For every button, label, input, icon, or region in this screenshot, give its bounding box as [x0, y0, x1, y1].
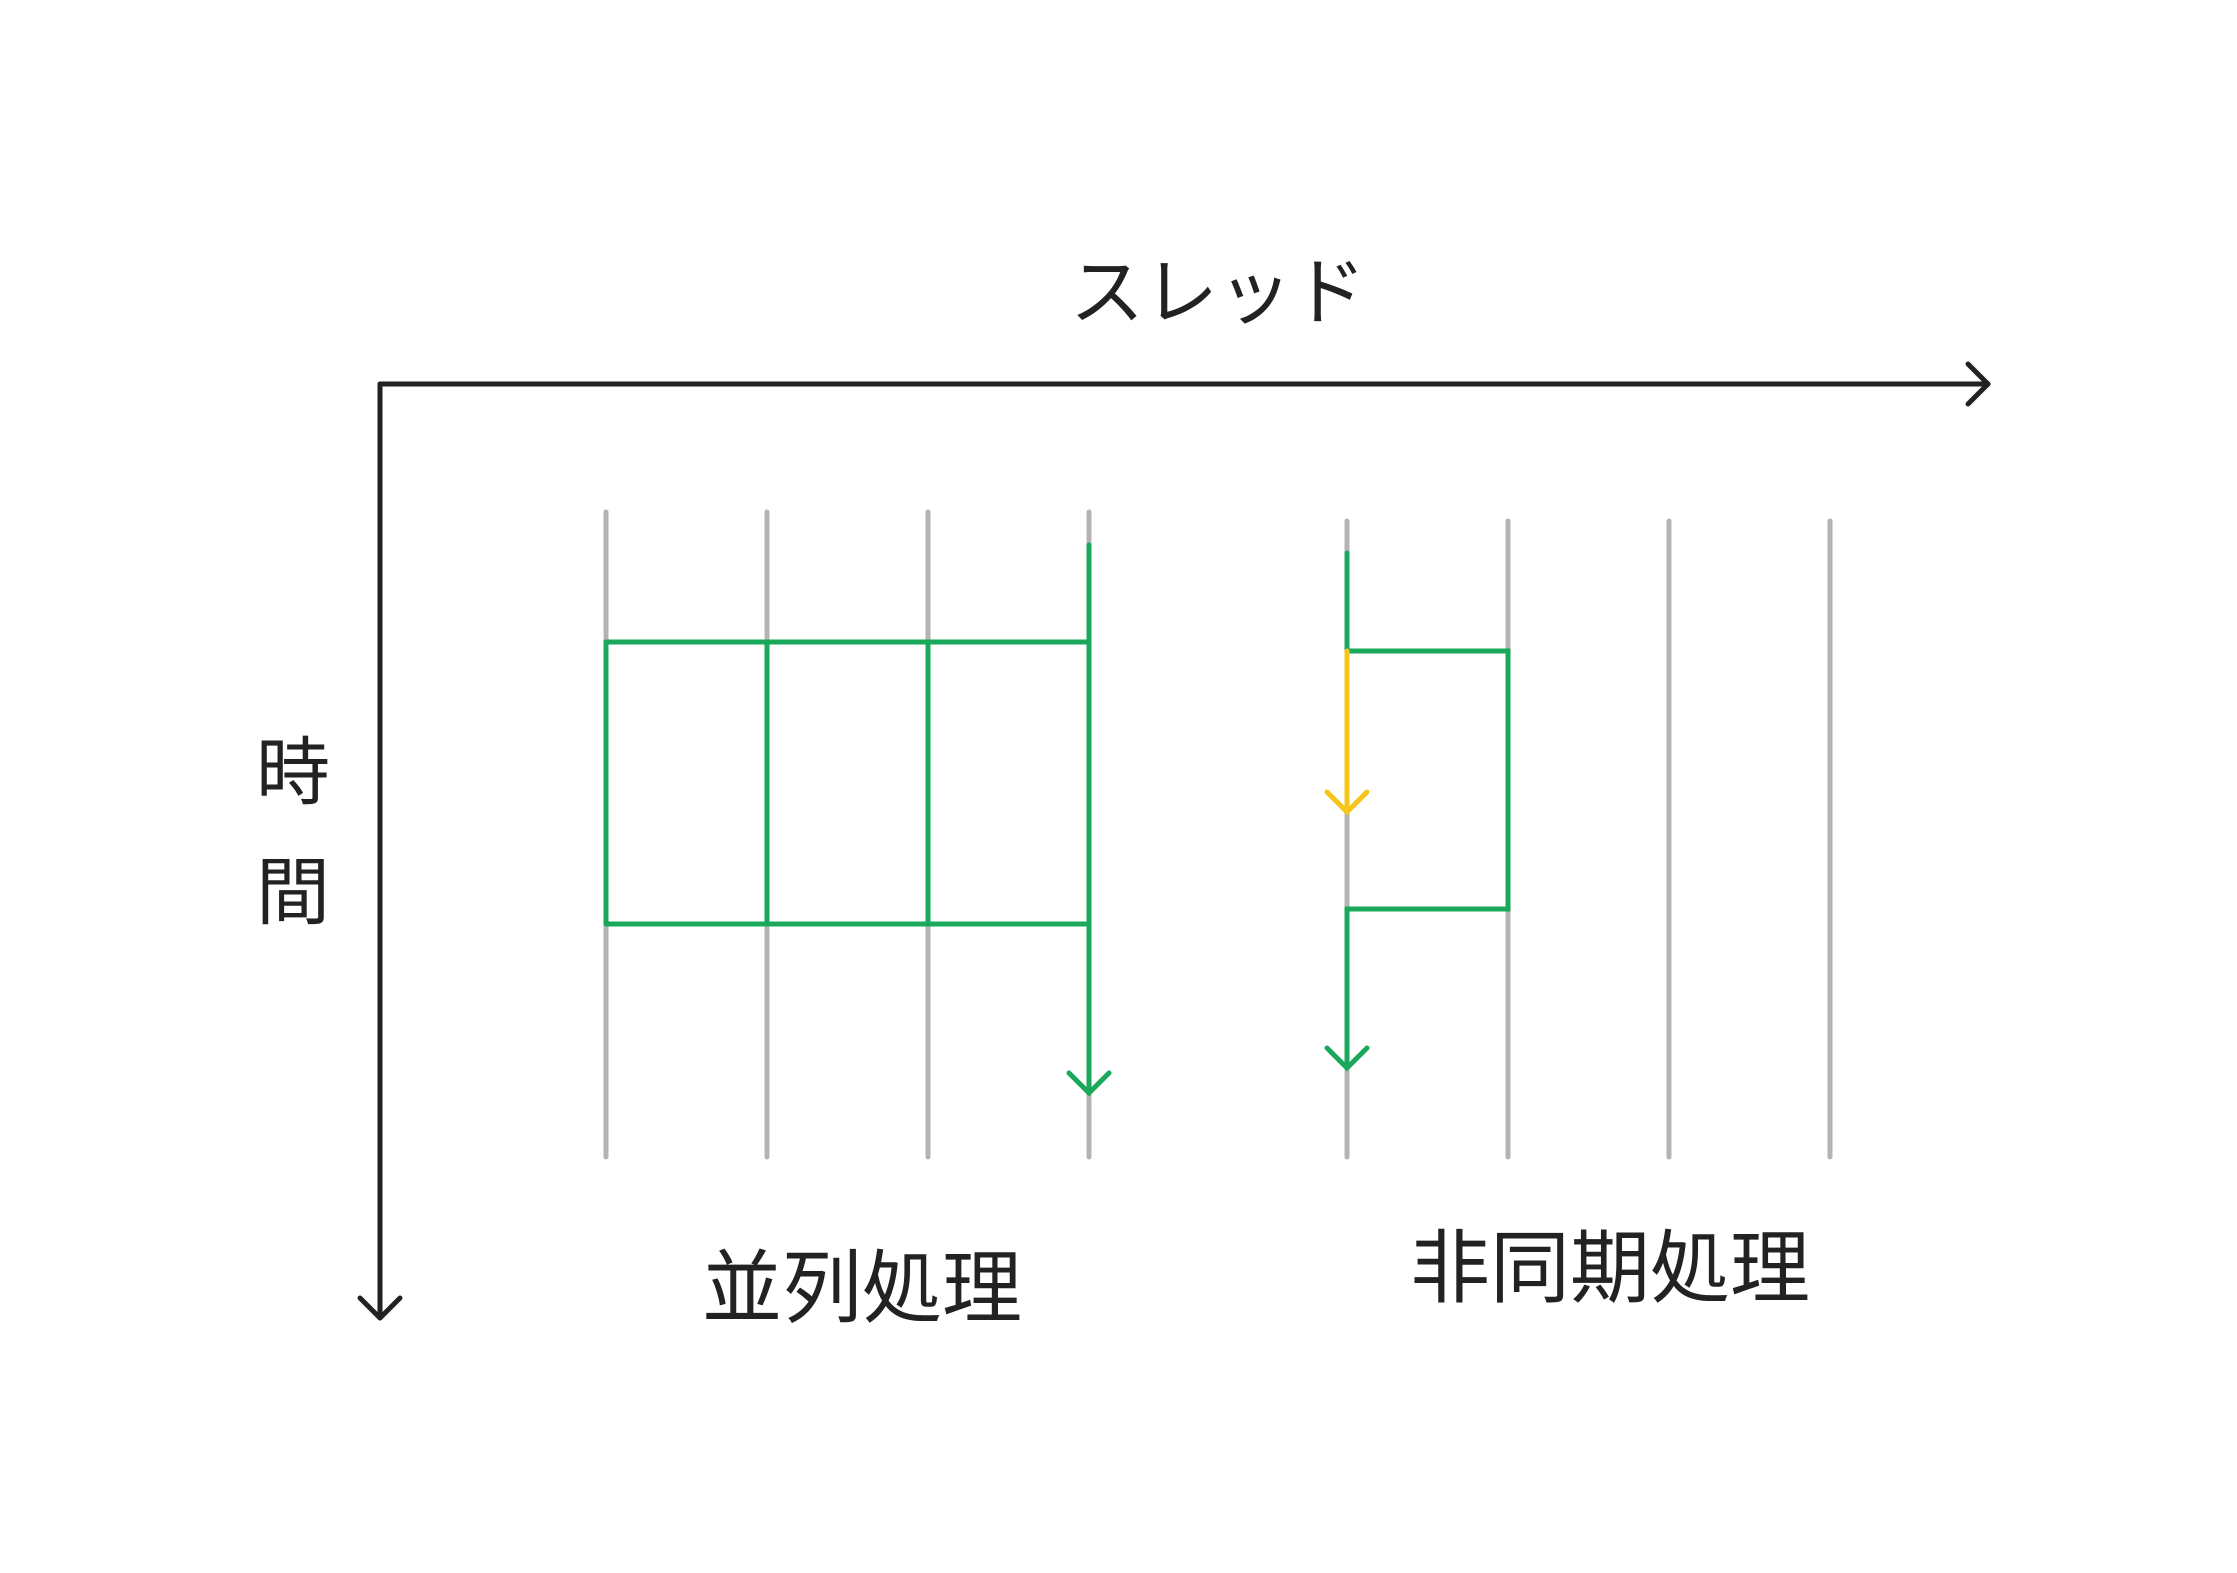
time-axis-label-char2: 間	[256, 850, 330, 936]
parallel-thread-lines	[603, 509, 1092, 1160]
parallel-label: 並列処理	[702, 1242, 1022, 1335]
thread-axis-arrowhead	[1965, 361, 1991, 407]
time-axis-label-char1: 時	[256, 730, 330, 816]
async-label: 非同期処理	[1410, 1222, 1810, 1315]
parallel-flow	[603, 542, 1112, 1097]
async-wait-arrowhead	[1324, 789, 1370, 816]
thread-axis-label: スレッド	[1070, 250, 1366, 336]
time-axis-arrowhead	[357, 1295, 403, 1321]
async-return-arrowhead	[1324, 1045, 1370, 1072]
parallel-main-arrowhead	[1066, 1070, 1112, 1097]
axes	[357, 361, 1991, 1321]
async-thread-lines	[1344, 518, 1833, 1160]
async-offload-path	[1344, 550, 1511, 1071]
async-flow	[1324, 550, 1511, 1072]
